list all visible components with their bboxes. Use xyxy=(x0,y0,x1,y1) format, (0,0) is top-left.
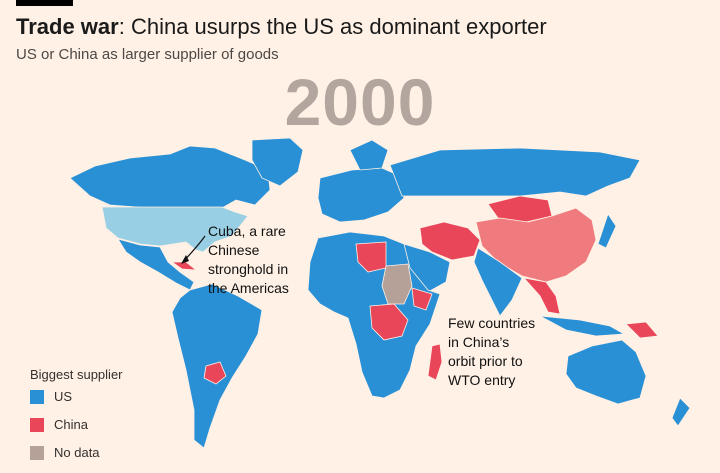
region-middle-east xyxy=(419,221,481,261)
ft-top-bar xyxy=(16,0,73,6)
region-ethiopia xyxy=(411,287,433,311)
legend-swatch xyxy=(30,417,44,432)
region-mexico xyxy=(117,238,195,291)
chart-title: Trade war: China usurps the US as domina… xyxy=(16,14,547,40)
wto-annotation-line: in China’s xyxy=(448,334,510,350)
cuba-annotation: Cuba, a rare Chinese stronghold in the A… xyxy=(208,222,289,298)
region-europe xyxy=(317,167,405,223)
wto-annotation-line: WTO entry xyxy=(448,372,516,388)
wto-annotation-line: orbit prior to xyxy=(448,353,523,369)
region-scandinavia xyxy=(349,139,389,171)
region-madagascar xyxy=(427,343,443,381)
wto-annotation-line: Few countries xyxy=(448,315,536,331)
cuba-annotation-line: the Americas xyxy=(208,280,289,296)
region-canada xyxy=(69,145,271,209)
region-australia xyxy=(565,339,647,405)
legend-item-no-data: No data xyxy=(30,445,100,460)
chart-subtitle: US or China as larger supplier of goods xyxy=(16,46,279,63)
legend-label: No data xyxy=(54,445,100,460)
year-label: 2000 xyxy=(284,65,436,139)
title-bold: Trade war xyxy=(16,14,119,39)
region-greenland xyxy=(251,137,304,187)
region-sudan-nodata xyxy=(381,263,413,305)
legend-label: US xyxy=(54,389,73,404)
region-japan xyxy=(597,213,617,249)
title-rest: : China usurps the US as dominant export… xyxy=(118,14,547,39)
cuba-annotation-line: Chinese xyxy=(208,242,260,258)
legend-swatch xyxy=(30,389,44,404)
region-cuba xyxy=(170,261,198,271)
cuba-annotation-line: Cuba, a rare xyxy=(208,223,286,239)
cuba-annotation-line: stronghold in xyxy=(208,261,289,277)
legend-item-china: China xyxy=(30,417,88,432)
region-indonesia xyxy=(539,315,626,337)
wto-annotation: Few countries in China’s orbit prior to … xyxy=(448,314,535,390)
region-central-africa-red xyxy=(369,303,409,341)
legend-title: Biggest supplier xyxy=(30,367,123,382)
region-png xyxy=(625,321,659,339)
region-india xyxy=(473,247,523,317)
region-se-asia xyxy=(522,277,561,315)
region-north-africa-red xyxy=(355,241,387,273)
region-new-zealand xyxy=(671,397,691,427)
legend-item-us: US xyxy=(30,389,72,404)
cuba-pointer-head xyxy=(181,255,189,264)
region-russia xyxy=(389,147,641,197)
legend-label: China xyxy=(54,417,88,432)
region-usa xyxy=(101,206,249,253)
region-paraguay xyxy=(203,361,227,385)
legend-swatch xyxy=(30,445,44,460)
